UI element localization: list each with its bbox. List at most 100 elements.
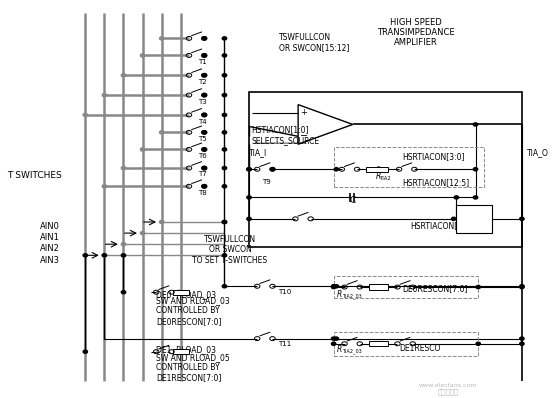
Text: SELECTS_SOURCE: SELECTS_SOURCE <box>252 136 320 145</box>
Circle shape <box>334 285 338 288</box>
Circle shape <box>473 196 478 199</box>
Text: TSWFULLCON
OR SWCON[15:12]: TSWFULLCON OR SWCON[15:12] <box>279 33 350 52</box>
Bar <box>173 349 189 354</box>
Text: $R$: $R$ <box>336 343 343 354</box>
Circle shape <box>121 254 126 257</box>
Circle shape <box>202 37 207 40</box>
Circle shape <box>160 220 164 224</box>
Circle shape <box>331 285 336 289</box>
Bar <box>249 92 522 247</box>
Circle shape <box>334 168 338 171</box>
Text: AIN0: AIN0 <box>40 222 60 231</box>
Bar <box>334 332 478 356</box>
Text: HIGH SPEED
TRANSIMPEDANCE
AMPLIFIER: HIGH SPEED TRANSIMPEDANCE AMPLIFIER <box>377 18 454 47</box>
Text: AIN3: AIN3 <box>40 256 60 265</box>
Circle shape <box>476 342 480 345</box>
Text: T8: T8 <box>198 190 207 196</box>
Circle shape <box>520 342 524 345</box>
Circle shape <box>222 54 227 57</box>
Circle shape <box>222 254 227 257</box>
Text: TIA2: TIA2 <box>380 176 392 181</box>
Circle shape <box>222 37 227 40</box>
Bar <box>369 341 388 346</box>
Circle shape <box>520 217 524 220</box>
Text: $R$: $R$ <box>336 288 343 299</box>
Circle shape <box>102 94 106 97</box>
Text: T11: T11 <box>278 341 291 347</box>
Text: 电子发烧网: 电子发烧网 <box>438 388 459 395</box>
Circle shape <box>83 113 88 117</box>
Circle shape <box>140 148 145 151</box>
Circle shape <box>222 131 227 134</box>
Text: HSTIACON[1:0]: HSTIACON[1:0] <box>252 125 309 134</box>
Text: TIA2_03: TIA2_03 <box>342 349 362 354</box>
Text: −: − <box>300 131 307 141</box>
Text: SW AND RLOAD_05
CONTROLLED BY
DE1RESCON[7:0]: SW AND RLOAD_05 CONTROLLED BY DE1RESCON[… <box>156 353 230 382</box>
Circle shape <box>202 113 207 117</box>
Circle shape <box>202 74 207 77</box>
Circle shape <box>83 350 88 353</box>
Circle shape <box>247 217 251 220</box>
Circle shape <box>476 285 480 289</box>
Text: HSRTIACON[4]: HSRTIACON[4] <box>410 221 465 230</box>
Bar <box>456 205 492 233</box>
Text: AIN1: AIN1 <box>40 233 60 242</box>
Text: T9: T9 <box>261 179 270 185</box>
Circle shape <box>247 196 251 199</box>
Text: www.elecfans.com: www.elecfans.com <box>419 383 478 388</box>
Text: AIN2: AIN2 <box>40 244 60 254</box>
Text: DE1  RLOAD_03: DE1 RLOAD_03 <box>156 345 216 354</box>
Circle shape <box>473 168 478 171</box>
Text: TIA_O: TIA_O <box>527 148 549 157</box>
Bar <box>334 276 478 298</box>
Text: $R$: $R$ <box>375 170 381 181</box>
Circle shape <box>222 285 227 288</box>
Circle shape <box>202 148 207 151</box>
Circle shape <box>247 168 251 171</box>
Circle shape <box>83 254 88 257</box>
Circle shape <box>454 196 459 199</box>
Circle shape <box>102 254 106 257</box>
Circle shape <box>140 54 145 57</box>
Circle shape <box>160 37 164 40</box>
Circle shape <box>222 113 227 117</box>
Circle shape <box>202 54 207 57</box>
Text: T SWITCHES: T SWITCHES <box>7 171 62 180</box>
Text: T5: T5 <box>198 136 207 142</box>
Circle shape <box>222 74 227 77</box>
Circle shape <box>121 74 126 77</box>
Circle shape <box>247 168 251 171</box>
Circle shape <box>331 342 336 345</box>
Text: T7: T7 <box>198 172 207 178</box>
Circle shape <box>202 94 207 97</box>
Text: +: + <box>300 108 307 117</box>
Circle shape <box>222 148 227 151</box>
Bar <box>173 290 189 295</box>
Circle shape <box>202 166 207 170</box>
Circle shape <box>160 131 164 134</box>
Text: T1: T1 <box>198 59 207 65</box>
Text: TIA_I: TIA_I <box>249 148 267 157</box>
Circle shape <box>473 123 478 126</box>
Text: DE0RESCON[7:0]: DE0RESCON[7:0] <box>402 285 468 294</box>
Text: T4: T4 <box>198 119 207 125</box>
Circle shape <box>202 185 207 188</box>
Circle shape <box>222 166 227 170</box>
Circle shape <box>452 217 456 220</box>
Text: T10: T10 <box>278 289 291 295</box>
Circle shape <box>121 166 126 170</box>
Circle shape <box>270 168 275 171</box>
Text: DE0  RLOAD_03: DE0 RLOAD_03 <box>156 291 217 299</box>
Bar <box>369 285 388 290</box>
Circle shape <box>520 337 524 340</box>
Circle shape <box>102 254 106 257</box>
Circle shape <box>140 232 145 235</box>
Circle shape <box>334 337 338 340</box>
Text: C: C <box>350 196 356 205</box>
Bar <box>366 167 388 172</box>
Circle shape <box>222 220 227 224</box>
Text: T3: T3 <box>198 99 207 105</box>
Circle shape <box>520 285 524 289</box>
Circle shape <box>331 337 336 340</box>
Polygon shape <box>468 219 479 227</box>
